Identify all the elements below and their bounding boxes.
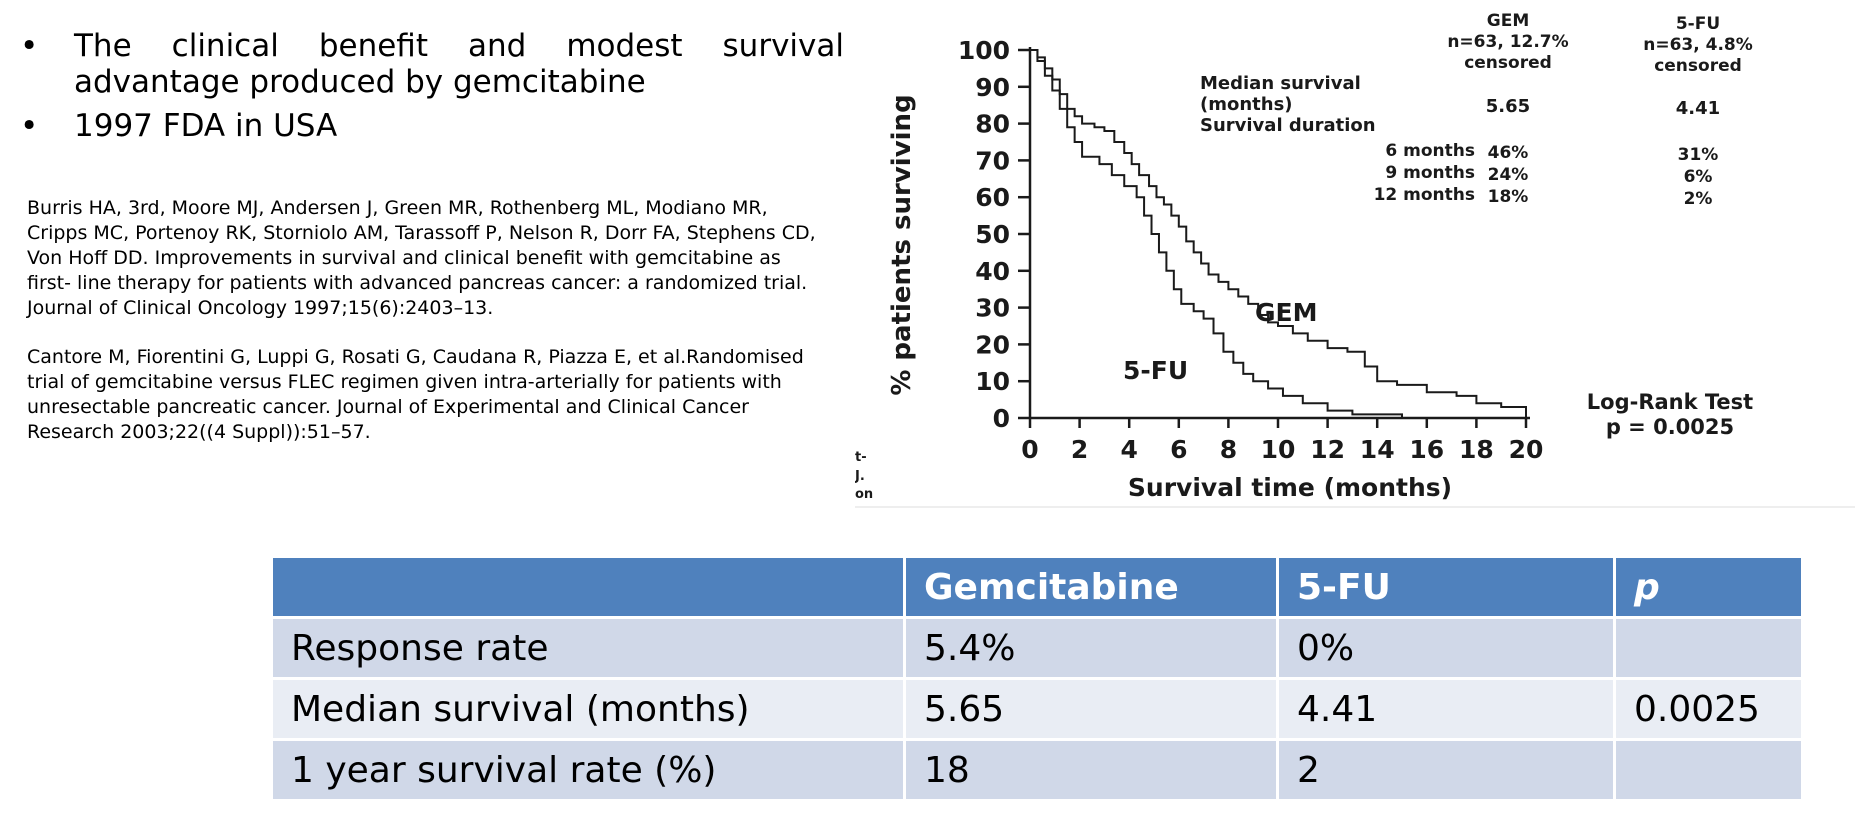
table-row: Response rate 5.4% 0% — [273, 619, 1804, 680]
y-tick-label: 40 — [975, 257, 1010, 286]
gem-curve-label: GEM — [1255, 298, 1317, 327]
duration-12m-fu: 2% — [1684, 189, 1713, 209]
table-header-cell: 5-FU — [1279, 558, 1616, 619]
cropped-text-fragment: J. — [855, 469, 865, 484]
fu-column-title: 5-FU — [1676, 14, 1720, 34]
bullet-text: The clinical benefit and modest survival… — [74, 28, 844, 100]
x-tick-label: 12 — [1310, 435, 1345, 464]
gem-column-title: GEM — [1487, 11, 1529, 31]
duration-9m-label: 9 months — [1385, 163, 1475, 183]
table-header-cell — [273, 558, 906, 619]
x-tick-label: 0 — [1021, 435, 1038, 464]
bullet-symbol: • — [20, 108, 39, 144]
y-tick-label: 10 — [975, 367, 1010, 396]
survival-duration-label: Survival duration — [1200, 115, 1376, 136]
fu-median-value: 4.41 — [1676, 98, 1720, 119]
logrank-p-value: p = 0.0025 — [1606, 415, 1734, 439]
reference-burris: Burris HA, 3rd, Moore MJ, Andersen J, Gr… — [27, 197, 816, 319]
median-survival-label: Median survival — [1200, 73, 1361, 94]
bullet-list: • The clinical benefit and modest surviv… — [14, 28, 844, 152]
reference-cantore: Cantore M, Fiorentini G, Luppi G, Rosati… — [27, 346, 804, 443]
table-cell: 1 year survival rate (%) — [273, 741, 906, 802]
table-cell: 5.4% — [906, 619, 1279, 680]
y-tick-label: 20 — [975, 330, 1010, 359]
bullet-symbol: • — [20, 28, 39, 64]
table-header-row: Gemcitabine 5-FU p — [273, 558, 1804, 619]
table-header-cell: Gemcitabine — [906, 558, 1279, 619]
fu-column-censored: censored — [1654, 56, 1742, 76]
x-axis-label: Survival time (months) — [1128, 473, 1452, 502]
x-tick-label: 10 — [1261, 435, 1296, 464]
table-cell: Median survival (months) — [273, 680, 906, 741]
duration-12m-label: 12 months — [1374, 185, 1475, 205]
logrank-title: Log-Rank Test — [1587, 390, 1753, 414]
x-tick-label: 6 — [1170, 435, 1187, 464]
results-table: Gemcitabine 5-FU p Response rate 5.4% 0%… — [273, 558, 1804, 802]
table-cell: 18 — [906, 741, 1279, 802]
duration-6m-label: 6 months — [1385, 141, 1475, 161]
x-tick-label: 20 — [1509, 435, 1544, 464]
table-header-cell: p — [1616, 558, 1804, 619]
table-cell: 0% — [1279, 619, 1616, 680]
y-tick-label: 70 — [975, 146, 1010, 175]
duration-6m-gem: 46% — [1488, 143, 1529, 163]
bullet-item: • 1997 FDA in USA — [14, 108, 844, 144]
fu-curve-label: 5-FU — [1123, 356, 1188, 385]
x-tick-label: 16 — [1409, 435, 1444, 464]
x-tick-label: 14 — [1360, 435, 1395, 464]
table-cell: 4.41 — [1279, 680, 1616, 741]
table-cell — [1616, 741, 1804, 802]
bullet-text: 1997 FDA in USA — [74, 108, 338, 144]
table-cell: 2 — [1279, 741, 1616, 802]
table-cell: 0.0025 — [1616, 680, 1804, 741]
fu-column-n: n=63, 4.8% — [1643, 35, 1753, 55]
duration-9m-fu: 6% — [1684, 167, 1713, 187]
y-tick-label: 60 — [975, 183, 1010, 212]
duration-12m-gem: 18% — [1488, 187, 1529, 207]
fu-survival-curve — [1030, 49, 1403, 418]
bullet-item: • The clinical benefit and modest surviv… — [14, 28, 844, 100]
gem-column-n: n=63, 12.7% — [1447, 32, 1568, 52]
gem-median-value: 5.65 — [1486, 96, 1530, 117]
y-tick-label: 50 — [975, 220, 1010, 249]
gem-survival-curve — [1030, 49, 1527, 418]
gem-column-censored: censored — [1464, 53, 1552, 73]
y-tick-label: 0 — [993, 404, 1010, 433]
x-tick-label: 4 — [1120, 435, 1137, 464]
y-tick-label: 90 — [975, 73, 1010, 102]
duration-6m-fu: 31% — [1678, 145, 1719, 165]
y-tick-label: 100 — [958, 36, 1010, 65]
table-cell: 5.65 — [906, 680, 1279, 741]
x-tick-label: 18 — [1459, 435, 1494, 464]
median-survival-unit: (months) — [1200, 94, 1293, 115]
table-row: Median survival (months) 5.65 4.41 0.002… — [273, 680, 1804, 741]
y-tick-label: 80 — [975, 110, 1010, 139]
x-tick-label: 2 — [1071, 435, 1088, 464]
y-axis-label: % patients surviving — [887, 94, 917, 395]
cropped-text-fragment: t- — [855, 450, 867, 465]
table-cell — [1616, 619, 1804, 680]
x-tick-label: 8 — [1220, 435, 1237, 464]
table-cell: Response rate — [273, 619, 906, 680]
cropped-text-fragment: on — [855, 487, 873, 502]
table-row: 1 year survival rate (%) 18 2 — [273, 741, 1804, 802]
duration-9m-gem: 24% — [1488, 165, 1529, 185]
y-tick-label: 30 — [975, 294, 1010, 323]
